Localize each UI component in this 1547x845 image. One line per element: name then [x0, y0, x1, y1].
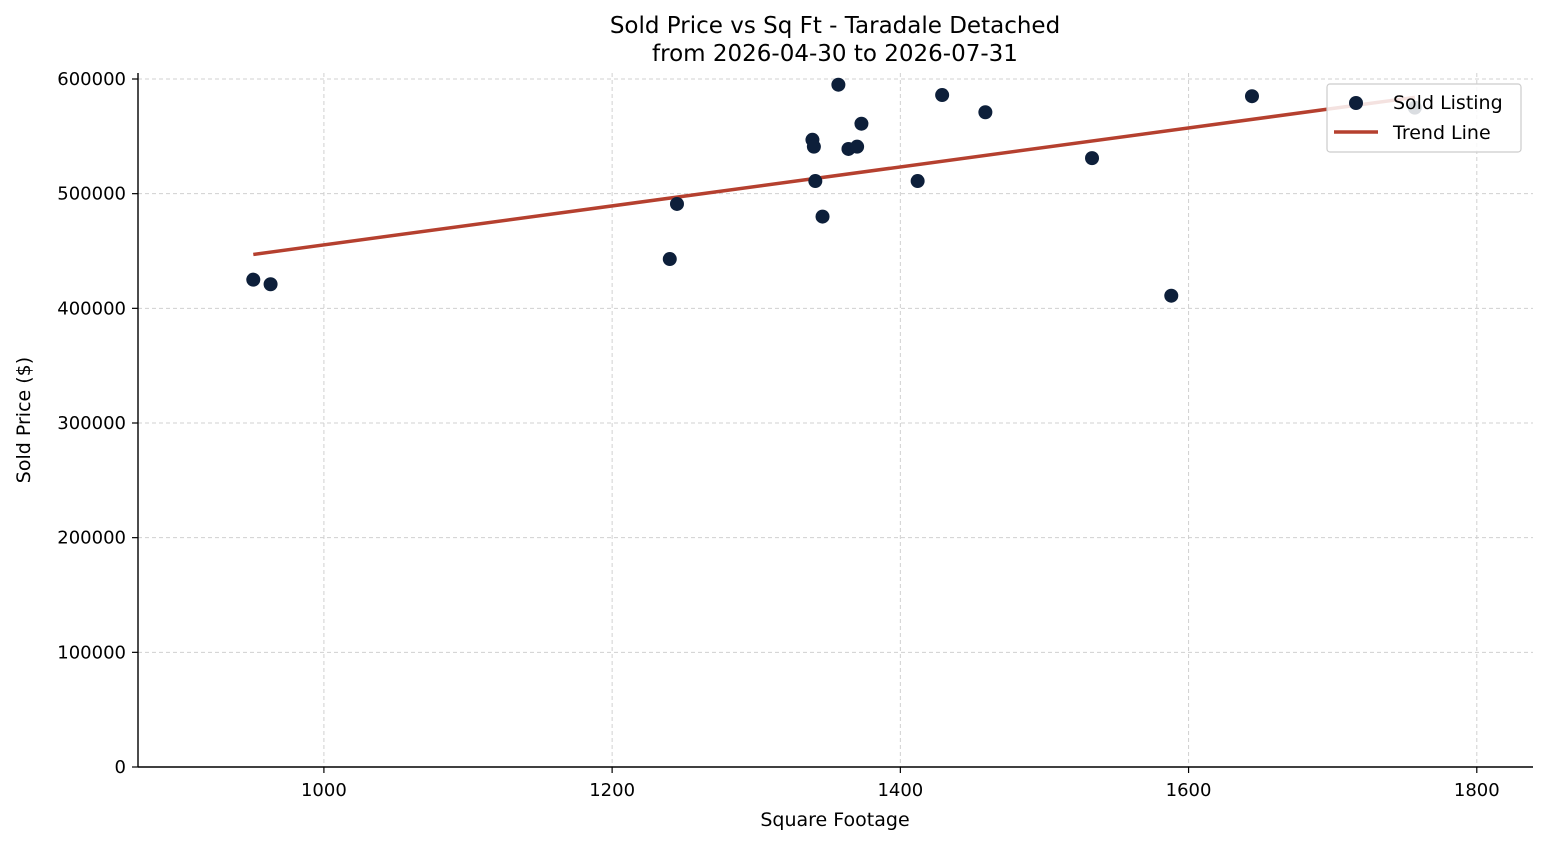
sold-listing-point [806, 139, 821, 154]
trend-line-layer [253, 95, 1416, 257]
sold-listing-point [263, 277, 278, 292]
sold-listing-point [246, 272, 261, 287]
y-tick-label: 300000 [57, 413, 126, 434]
sold-listing-point [669, 196, 684, 211]
legend-marker-sold-listing [1349, 96, 1363, 110]
legend-box [1326, 83, 1522, 153]
sold-listing-point [935, 88, 950, 103]
trend-line [253, 95, 1416, 257]
y-tick-label: 400000 [57, 298, 126, 319]
x-tick-label: 1400 [877, 780, 923, 801]
sold-listing-point [1085, 151, 1100, 166]
y-tick-label: 0 [115, 757, 126, 778]
sold-listing-point [1244, 89, 1259, 104]
y-ticks: 0 100000 200000 300000 400000 500000 600000 [57, 69, 138, 778]
chart-title: Sold Price vs Sq Ft - Taradale Detached [610, 13, 1060, 39]
legend: Sold Listing Trend Line [1326, 83, 1522, 153]
legend-label-trend-line: Trend Line [1392, 122, 1491, 144]
y-tick-label: 100000 [57, 642, 126, 663]
sold-listing-point [1164, 288, 1179, 303]
y-tick-label: 500000 [57, 184, 126, 205]
sold-listing-point [854, 116, 869, 131]
sold-listing-point [808, 174, 823, 189]
sold-listing-point [831, 77, 846, 92]
x-ticks: 1000 1200 1400 1600 1800 [301, 767, 1500, 801]
y-tick-label: 200000 [57, 528, 126, 549]
legend-label-sold-listing: Sold Listing [1393, 92, 1503, 114]
x-axis-label: Square Footage [760, 809, 909, 831]
grid [138, 73, 1533, 767]
y-axis-label: Sold Price ($) [13, 357, 35, 483]
x-tick-label: 1000 [301, 780, 347, 801]
sold-listing-point [850, 139, 865, 154]
scatter-points [246, 77, 1422, 303]
x-tick-label: 1800 [1454, 780, 1500, 801]
sold-listing-point [978, 105, 993, 120]
sold-listing-point [662, 252, 677, 267]
chart-subtitle: from 2026-04-30 to 2026-07-31 [652, 41, 1018, 67]
sold-listing-point [910, 174, 925, 189]
sold-listing-point [815, 209, 830, 224]
x-tick-label: 1600 [1166, 780, 1212, 801]
y-tick-label: 600000 [57, 69, 126, 90]
x-tick-label: 1200 [589, 780, 635, 801]
